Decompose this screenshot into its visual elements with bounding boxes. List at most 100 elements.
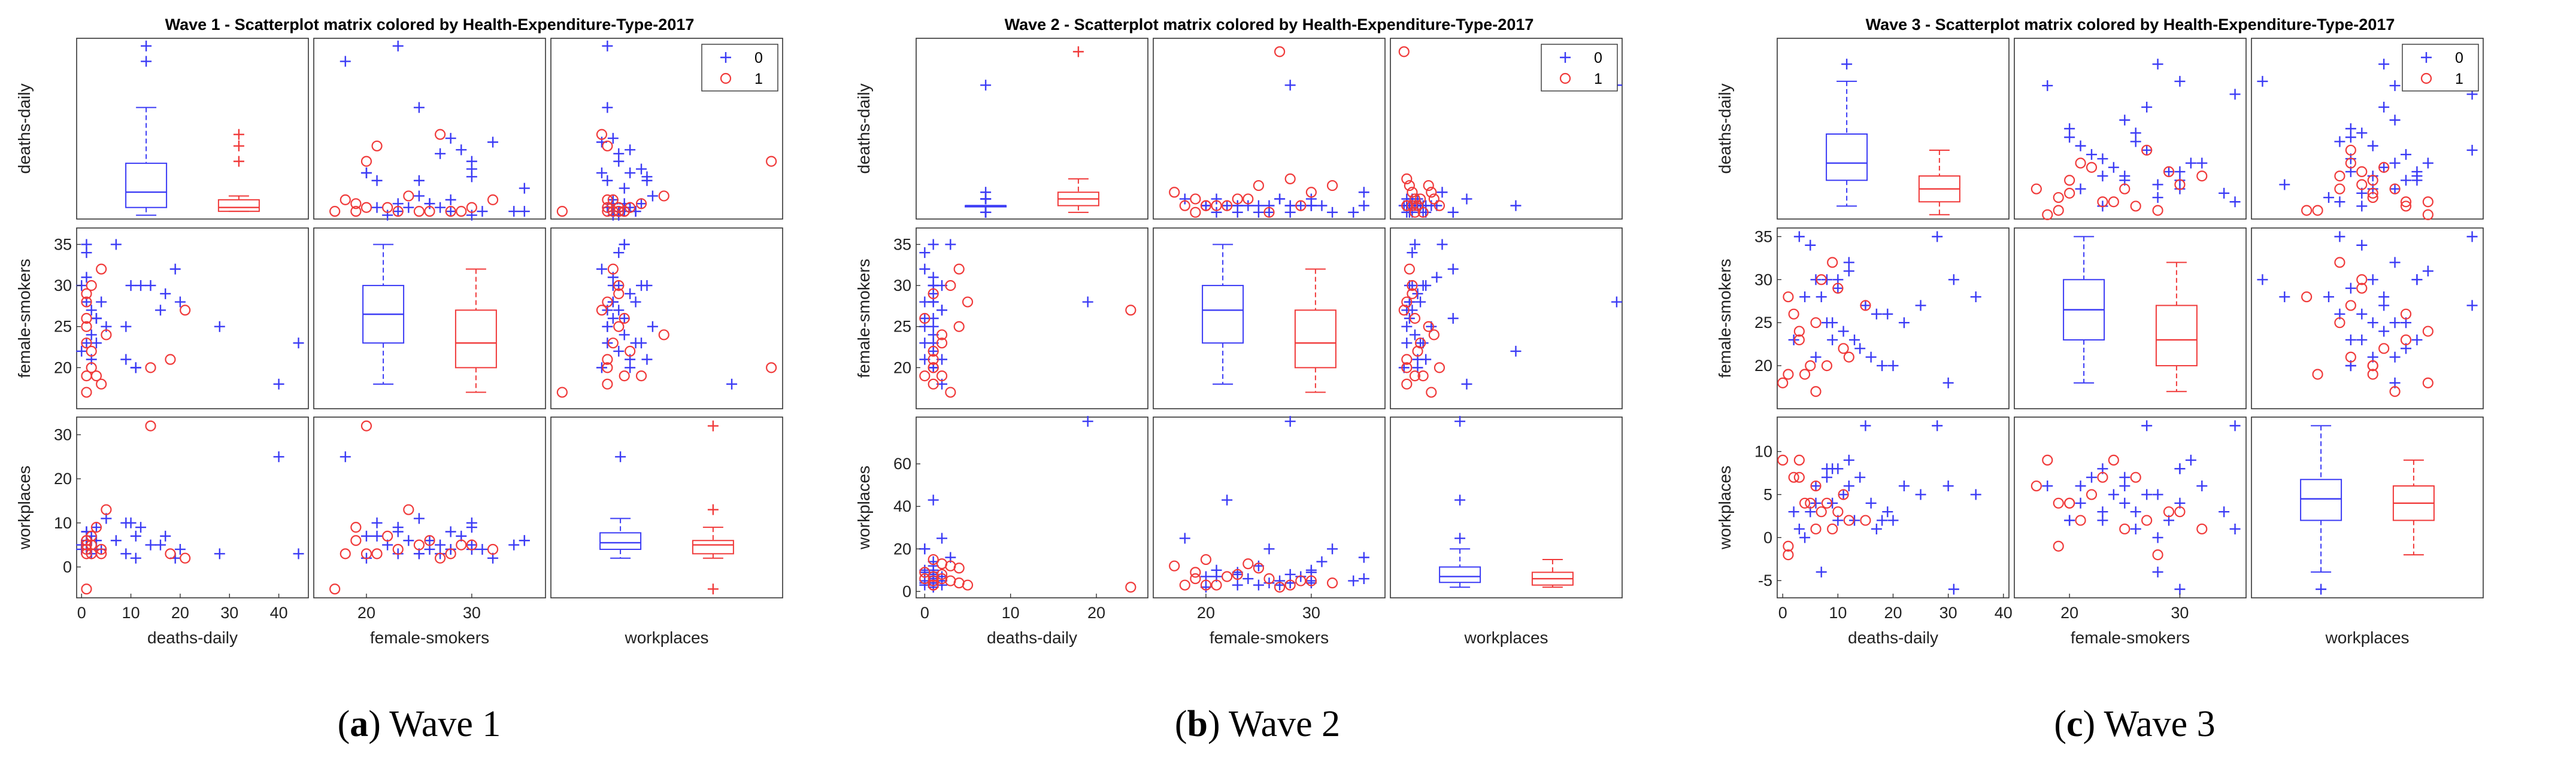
boxplot-class-0 xyxy=(965,80,1007,218)
point-class-0 xyxy=(1200,200,1211,211)
point-class-0 xyxy=(596,362,607,373)
point-class-0 xyxy=(2367,140,2378,151)
subplot-frame xyxy=(2251,417,2484,598)
point-class-1 xyxy=(101,504,112,515)
subplot-frame xyxy=(76,38,309,220)
caption-letter: a xyxy=(350,704,368,744)
point-class-1 xyxy=(2053,191,2064,203)
point-class-0 xyxy=(1805,239,1816,251)
point-class-0 xyxy=(435,202,446,213)
point-class-0 xyxy=(2422,265,2433,276)
boxplot-class-1 xyxy=(454,268,497,393)
point-class-0 xyxy=(1832,282,1844,294)
point-class-0 xyxy=(2345,334,2356,345)
point-class-1 xyxy=(371,140,383,152)
point-class-0 xyxy=(625,144,636,156)
point-class-0 xyxy=(596,167,607,178)
point-class-0 xyxy=(1865,497,1877,509)
point-class-0 xyxy=(1447,206,1459,218)
point-class-0 xyxy=(1447,263,1459,275)
point-class-0 xyxy=(2196,157,2208,169)
point-class-0 xyxy=(2356,308,2368,320)
point-class-0 xyxy=(1437,187,1448,198)
box-iqr xyxy=(599,532,642,550)
point-class-1 xyxy=(2356,274,2368,285)
point-class-0 xyxy=(2108,162,2119,173)
point-class-1 xyxy=(1401,200,1413,211)
point-class-1 xyxy=(382,530,393,542)
x-tick-label: 40 xyxy=(1995,604,2013,622)
x-tick-label: 20 xyxy=(171,604,189,622)
point-class-1 xyxy=(2356,166,2368,178)
point-class-0 xyxy=(1401,338,1413,349)
point-class-1 xyxy=(1125,305,1137,316)
point-class-0 xyxy=(2356,334,2368,345)
x-tick-label: 30 xyxy=(2171,604,2189,622)
point-class-0 xyxy=(1284,80,1296,91)
point-class-0 xyxy=(1849,334,1860,345)
point-class-1 xyxy=(434,552,446,564)
point-class-0 xyxy=(2411,334,2423,345)
y-tick-label: 0 xyxy=(902,582,911,600)
x-axis-label: female-smokers xyxy=(1210,628,1329,647)
subplot-frame xyxy=(313,417,546,598)
point-class-1 xyxy=(2053,205,2064,216)
point-class-0 xyxy=(2356,200,2368,212)
box-iqr xyxy=(1294,309,1337,369)
box-iqr xyxy=(1439,566,1481,583)
point-class-0 xyxy=(937,305,947,316)
point-class-1 xyxy=(145,420,156,431)
point-class-1 xyxy=(1805,360,1816,372)
point-class-0 xyxy=(120,321,132,332)
point-class-0 xyxy=(466,209,477,221)
point-class-1 xyxy=(2334,170,2345,182)
y-axis-label: female-smokers xyxy=(1716,259,1734,378)
point-class-1 xyxy=(392,543,404,555)
point-class-0 xyxy=(1510,200,1522,211)
point-class-1 xyxy=(2334,257,2345,268)
point-class-0 xyxy=(1865,351,1877,363)
y-tick-label: 0 xyxy=(63,558,72,576)
point-class-1 xyxy=(1783,540,1794,552)
point-class-0 xyxy=(2219,506,2230,518)
point-class-0 xyxy=(154,539,166,551)
point-class-1 xyxy=(919,567,931,578)
point-class-0 xyxy=(2086,149,2097,160)
point-class-0 xyxy=(636,163,647,175)
subplot-frame xyxy=(550,417,783,598)
box-iqr xyxy=(2300,479,2342,521)
point-class-0 xyxy=(2130,506,2141,518)
y-tick-label: 30 xyxy=(54,425,72,443)
point-class-1 xyxy=(1423,180,1434,191)
point-class-1 xyxy=(1788,472,1799,483)
point-class-1 xyxy=(1326,577,1338,589)
subplot-female-smokers-vs-deaths-daily: 20 25 30 35 xyxy=(1754,227,2010,409)
point-class-1 xyxy=(1783,291,1794,303)
box-outlier xyxy=(141,40,152,51)
point-class-0 xyxy=(1461,378,1472,390)
point-class-0 xyxy=(1316,556,1328,567)
point-class-0 xyxy=(2174,583,2186,595)
point-class-0 xyxy=(273,378,284,390)
point-class-1 xyxy=(96,543,107,555)
caption-paren: ) xyxy=(1208,704,1229,744)
point-class-1 xyxy=(371,548,383,560)
point-class-0 xyxy=(456,144,467,156)
point-class-0 xyxy=(2130,523,2141,534)
subplot-frame xyxy=(550,227,783,409)
point-class-0 xyxy=(1799,532,1811,543)
point-class-0 xyxy=(2174,463,2186,475)
point-class-1 xyxy=(1788,308,1799,320)
point-class-0 xyxy=(2401,175,2411,186)
point-class-1 xyxy=(81,539,92,551)
subplot-frame xyxy=(1153,227,1386,409)
point-class-0 xyxy=(76,345,87,357)
y-tick-label: 35 xyxy=(1754,227,1772,245)
point-class-1 xyxy=(928,288,939,299)
point-class-1 xyxy=(1434,362,1445,373)
point-class-0 xyxy=(625,167,636,178)
point-class-0 xyxy=(2075,183,2086,194)
caption-letter: b xyxy=(1187,704,1208,744)
point-class-0 xyxy=(2064,123,2075,134)
point-class-0 xyxy=(1358,187,1369,198)
